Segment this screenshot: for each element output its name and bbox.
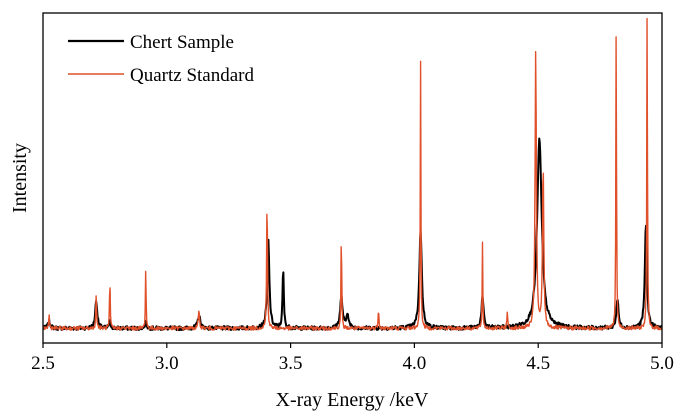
x-tick-label-3: 4.0	[403, 353, 427, 374]
plot-background	[43, 13, 662, 343]
x-tick-label-5: 5.0	[650, 353, 674, 374]
x-axis-label: X-ray Energy /keV	[276, 389, 429, 411]
series-line-quartz-standard	[43, 17, 662, 331]
plot-frame	[42, 12, 663, 344]
legend-label-quartz: Quartz Standard	[130, 65, 254, 86]
x-tick-label-4: 4.5	[526, 353, 550, 374]
legend: Chert Sample Quartz Standard	[68, 32, 254, 86]
y-axis-label: Intensity	[9, 143, 31, 213]
ticks-layer: 2.5 3.0 3.5 4.0 4.5 5.0	[31, 343, 674, 374]
series-layer	[43, 17, 662, 332]
x-tick-label-0: 2.5	[31, 353, 55, 374]
legend-label-chert: Chert Sample	[130, 32, 234, 53]
x-tick-label-1: 3.0	[155, 353, 179, 374]
x-tick-label-2: 3.5	[279, 353, 303, 374]
